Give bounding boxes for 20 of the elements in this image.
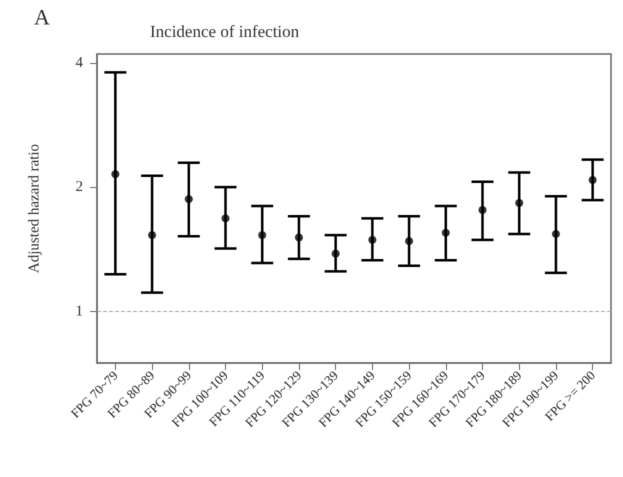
- point: [222, 214, 230, 222]
- point: [552, 230, 560, 238]
- y-axis-title: Adjusted hazard ratio: [26, 144, 42, 274]
- point: [258, 231, 266, 240]
- point: [368, 236, 376, 244]
- point: [442, 228, 450, 237]
- chart-title: Incidence of infection: [150, 22, 300, 41]
- y-tick-label: 1: [76, 303, 83, 320]
- point: [332, 250, 340, 258]
- point: [111, 170, 120, 178]
- point: [515, 199, 524, 208]
- y-tick-label: 2: [76, 179, 83, 196]
- point: [184, 195, 193, 204]
- point: [294, 233, 303, 242]
- point: [588, 176, 597, 184]
- point: [478, 206, 486, 214]
- point: [148, 231, 156, 240]
- point: [405, 237, 414, 246]
- y-tick-label: 4: [76, 54, 84, 71]
- text: A: [34, 4, 50, 30]
